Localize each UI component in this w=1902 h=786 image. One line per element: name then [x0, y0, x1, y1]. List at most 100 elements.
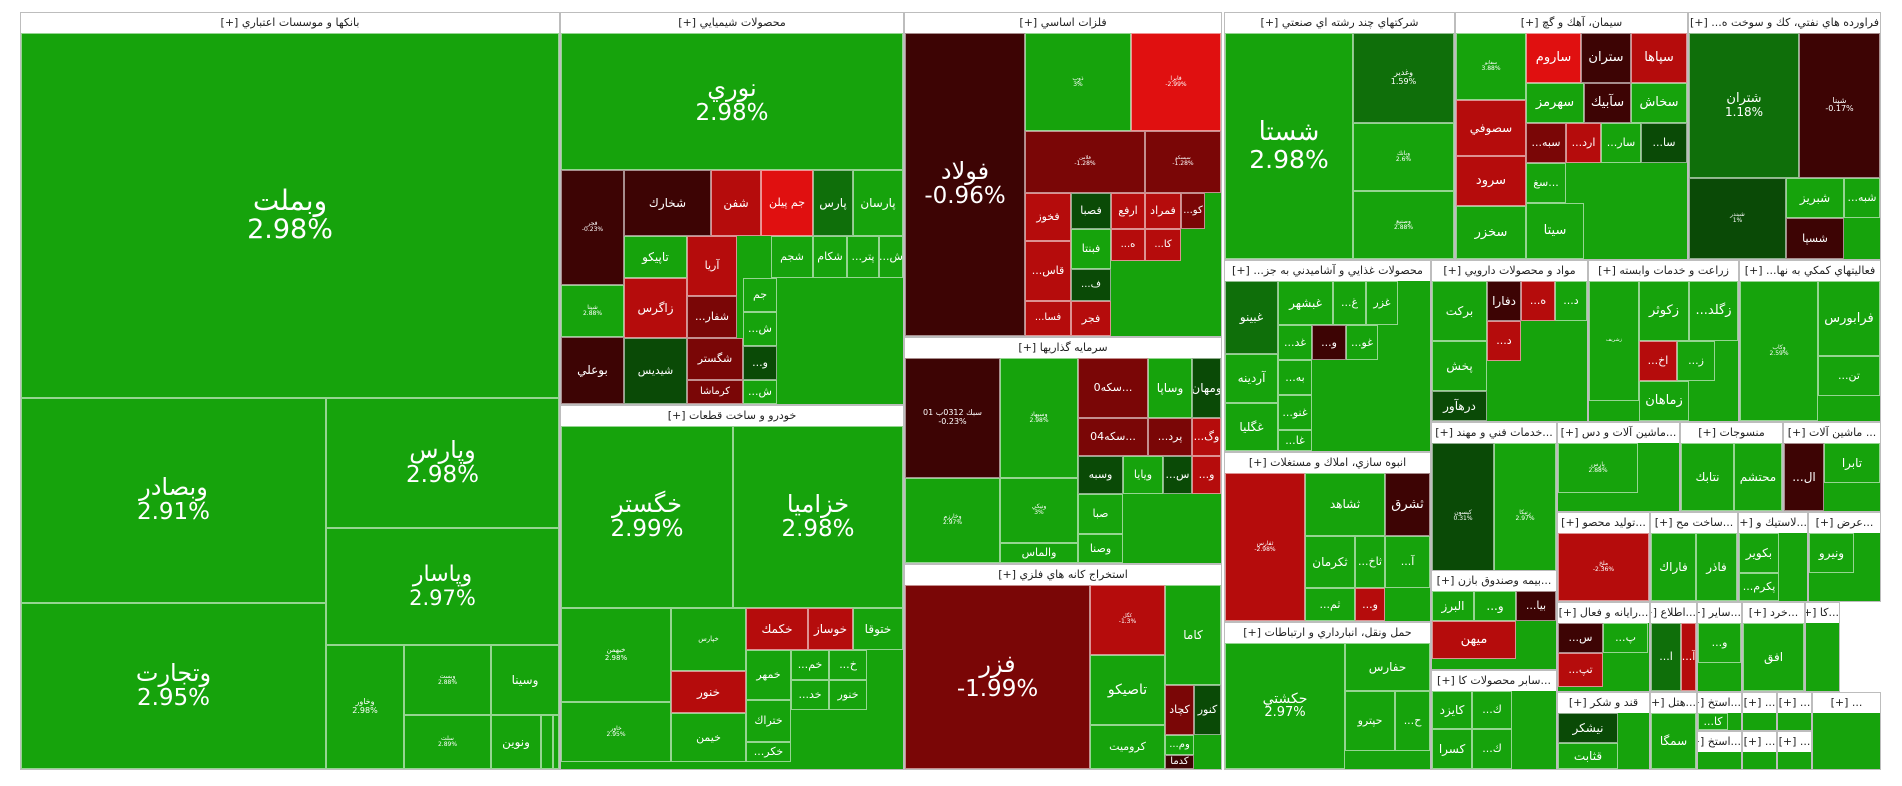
stock-tile[interactable]: ...ك — [1472, 691, 1512, 729]
stock-tile[interactable]: سيسكو -1.28% — [1145, 131, 1221, 193]
stock-tile[interactable]: ...ش — [743, 312, 777, 346]
stock-tile[interactable]: خنور — [829, 680, 867, 710]
stock-tile[interactable]: شپنا 2.88% — [561, 285, 624, 337]
stock-tile[interactable]: ونوين — [491, 715, 541, 769]
sector-header[interactable]: ...ساخت مح [+] — [1651, 513, 1737, 533]
sector-header[interactable]: سرمايه گذاريها [+] — [905, 338, 1221, 358]
stock-tile[interactable]: ...خ — [829, 650, 867, 680]
stock-tile[interactable]: ...پتر — [847, 236, 879, 278]
sector-header[interactable]: ...سابر محصولات كا [+] — [1432, 671, 1556, 691]
stock-tile[interactable]: ...خم — [791, 650, 829, 680]
stock-tile[interactable]: وسبه — [1078, 456, 1123, 494]
sector-header[interactable]: منسوجات [+] — [1681, 423, 1782, 443]
stock-tile[interactable]: وصنيع 2.88% — [1353, 191, 1454, 259]
stock-tile[interactable]: تابرا — [1824, 443, 1880, 483]
stock-tile[interactable]: ...كو — [1181, 193, 1205, 229]
stock-tile[interactable]: ستران — [1581, 33, 1631, 83]
stock-tile[interactable]: ثفارس -2.98% — [1225, 473, 1305, 621]
stock-tile[interactable]: سرود — [1456, 156, 1526, 206]
sector-header[interactable]: ...رايانه و فعال [+] — [1558, 603, 1649, 623]
sector-header[interactable]: ...توليد محصو [+] — [1558, 513, 1649, 533]
stock-tile[interactable]: ذوب 3% — [1025, 33, 1131, 131]
stock-tile[interactable]: وتجارت 2.95% — [21, 603, 326, 769]
stock-tile[interactable] — [541, 715, 553, 769]
stock-tile[interactable]: حپترو — [1345, 691, 1395, 751]
stock-tile[interactable]: فايرا -2.99% — [1131, 33, 1221, 131]
stock-tile[interactable]: ...ز — [1677, 341, 1715, 381]
stock-tile[interactable]: ...به — [1278, 360, 1312, 395]
stock-tile[interactable]: محتشم — [1734, 443, 1782, 511]
stock-tile[interactable]: ختراك — [746, 700, 791, 742]
sector-header[interactable]: ...ساير [+] — [1698, 603, 1741, 623]
stock-tile[interactable]: پارس — [813, 170, 853, 236]
stock-tile[interactable]: ...سار — [1601, 123, 1641, 163]
stock-tile[interactable]: پخش — [1432, 341, 1487, 391]
stock-tile[interactable]: كنور — [1194, 685, 1221, 735]
sector-header[interactable]: انبوه سازي، املاك و مستغلات [+] — [1225, 453, 1430, 473]
stock-tile[interactable]: آردينه — [1225, 354, 1278, 403]
stock-tile[interactable]: وبملت 2.98% — [21, 33, 559, 398]
stock-tile[interactable]: سخزر — [1456, 206, 1526, 259]
stock-tile[interactable]: خمهر — [746, 650, 791, 700]
sector-header[interactable]: ... ماشين آلات [+] — [1784, 423, 1880, 443]
stock-tile[interactable]: تاپيكو — [624, 236, 687, 278]
stock-tile[interactable]: ...وم — [1165, 735, 1194, 755]
stock-tile[interactable]: خبهمن 2.98% — [561, 608, 671, 702]
stock-tile[interactable]: دفارا — [1487, 281, 1521, 321]
stock-tile[interactable]: وساپا — [1148, 358, 1192, 418]
stock-tile[interactable]: ...زگلد — [1689, 281, 1738, 341]
stock-tile[interactable]: ...سا — [1641, 123, 1687, 163]
stock-tile[interactable]: غگليا — [1225, 403, 1278, 451]
stock-tile[interactable]: سكه04... — [1078, 418, 1148, 456]
stock-tile[interactable]: ومهان — [1192, 358, 1221, 418]
stock-tile[interactable] — [553, 715, 559, 769]
stock-tile[interactable]: ...خد — [791, 680, 829, 710]
stock-tile[interactable]: ...قاس — [1025, 241, 1071, 301]
stock-tile[interactable]: وبست 2.88% — [404, 645, 491, 715]
sector-header[interactable]: ...عرض [+] — [1809, 513, 1880, 533]
stock-tile[interactable]: شكام — [813, 236, 847, 278]
stock-tile[interactable]: سغ... — [1526, 163, 1566, 203]
stock-tile[interactable]: خيمن — [671, 713, 746, 762]
sector-header[interactable]: فعاليتهاي كمكي به نها... [+] — [1740, 261, 1880, 281]
stock-tile[interactable]: ...پكرم — [1739, 573, 1779, 601]
stock-tile[interactable]: وبانك 2.6% — [1353, 123, 1454, 191]
sector-header[interactable]: مواد و محصولات دارويي [+] — [1432, 261, 1587, 281]
stock-tile[interactable]: وكاب 2.59% — [1740, 281, 1818, 421]
stock-tile[interactable]: ...ال — [1784, 443, 1824, 511]
stock-tile[interactable]: ...پ — [1603, 623, 1648, 653]
stock-tile[interactable]: سصوفي — [1456, 100, 1526, 156]
stock-tile[interactable]: ...بيا — [1516, 591, 1556, 621]
stock-tile[interactable]: ونيكي 3% — [1000, 478, 1078, 543]
stock-tile[interactable]: ...غنو — [1278, 395, 1312, 430]
stock-tile[interactable]: ...شبه — [1844, 178, 1880, 218]
stock-tile[interactable]: وپارس 2.98% — [326, 398, 559, 528]
sector-header[interactable]: استخراج كانه هاي فلزي [+] — [905, 565, 1221, 585]
stock-tile[interactable]: تاصيكو — [1090, 655, 1165, 725]
stock-tile[interactable]: شفن — [711, 170, 761, 236]
stock-tile[interactable]: فلامن -1.28% — [1025, 131, 1145, 193]
sector-header[interactable]: بانکها و موسسات اعتباري [+] — [21, 13, 559, 33]
stock-tile[interactable]: بوعلي — [561, 337, 624, 404]
stock-tile[interactable]: نتابك — [1681, 443, 1734, 511]
sector-header[interactable]: سيمان، آهك و گچ [+] — [1456, 13, 1687, 33]
sector-header[interactable]: ...خرد [+] — [1743, 603, 1804, 623]
stock-tile[interactable]: فجر -0.23% — [561, 170, 624, 285]
sector-header[interactable]: ...اطلاع [+] — [1651, 603, 1696, 623]
stock-tile[interactable]: فجر — [1071, 301, 1111, 336]
stock-tile[interactable]: وصنا — [1078, 534, 1123, 563]
stock-tile[interactable]: سمگا — [1651, 713, 1696, 769]
sector-header[interactable]: ...كا [+] — [1806, 603, 1839, 623]
stock-tile[interactable]: وخارزم 2.97% — [905, 478, 1000, 563]
stock-tile[interactable]: افق — [1743, 623, 1804, 691]
sector-header[interactable]: شركتهاي چند رشته اي صنعتي [+] — [1225, 13, 1454, 33]
stock-tile[interactable]: خزاميا 2.98% — [733, 426, 903, 608]
sector-header[interactable]: محصولات غذايي و آشاميدني به جز... [+] — [1225, 261, 1430, 281]
stock-tile[interactable]: صبا — [1078, 494, 1123, 534]
stock-tile[interactable]: كچاد — [1165, 685, 1194, 735]
stock-tile[interactable]: وپاسار 2.97% — [326, 528, 559, 645]
stock-tile[interactable]: ارفع — [1111, 193, 1145, 229]
sector-header[interactable]: خودرو و ساخت قطعات [+] — [561, 406, 903, 426]
stock-tile[interactable]: زشريف — [1589, 281, 1639, 401]
stock-tile[interactable]: ...د — [1487, 321, 1521, 361]
